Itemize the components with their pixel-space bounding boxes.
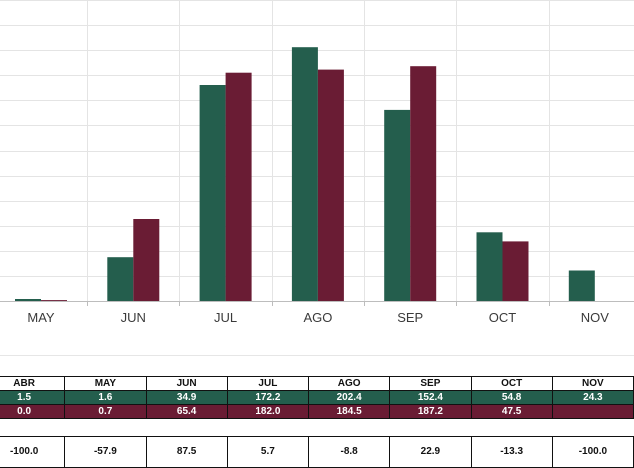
table-header-cell: JUL — [226, 376, 310, 391]
table-row-series-1: 1.5 1.6 34.9 172.2 202.4 152.4 54.8 24.3 — [0, 390, 634, 405]
table-header-cell: AGO — [307, 376, 391, 391]
table-cell: 1.6 — [64, 390, 147, 405]
table-cell: 47.5 — [470, 404, 553, 419]
table-cell: 0.0 — [0, 404, 66, 419]
bar-series-2 — [225, 72, 252, 301]
variation-cell: 5.7 — [226, 436, 310, 468]
x-tick-label: MAY — [27, 310, 55, 325]
bar-series-2 — [502, 241, 529, 301]
bar-series-1 — [568, 270, 595, 301]
table-header-cell: NOV — [551, 376, 634, 391]
bar-series-1 — [384, 109, 411, 302]
bar-series-1 — [476, 232, 503, 301]
variation-cell: -8.8 — [307, 436, 391, 468]
x-tick-label: OCT — [489, 310, 517, 325]
table-cell: 184.5 — [307, 404, 391, 419]
bar-series-1 — [291, 47, 318, 302]
variation-cell: -100.0 — [0, 436, 66, 468]
table-cell: 187.2 — [389, 404, 472, 419]
table-cell: 182.0 — [226, 404, 310, 419]
bar-series-1 — [107, 257, 134, 301]
table-cell: 1.5 — [0, 390, 66, 405]
bar-series-2 — [317, 69, 344, 301]
table-cell: 152.4 — [389, 390, 472, 405]
table-cell: 0.7 — [64, 404, 147, 419]
variation-cell: -57.9 — [64, 436, 147, 468]
bar-series-2 — [41, 300, 67, 301]
table-cell: 54.8 — [470, 390, 553, 405]
table-cell: 65.4 — [145, 404, 228, 419]
x-tick-label: AGO — [303, 310, 332, 325]
bar-series-2 — [133, 219, 160, 301]
variation-table: -100.0 -57.9 87.5 5.7 -8.8 22.9 -13.3 -1… — [0, 436, 634, 468]
table-header-cell: OCT — [470, 376, 553, 391]
table-header-row: ABR MAY JUN JUL AGO SEP OCT NOV — [0, 376, 634, 391]
x-tick-label: JUN — [121, 310, 146, 325]
table-cell: 34.9 — [145, 390, 228, 405]
x-tick-label: NOV — [581, 310, 610, 325]
bar-series-1 — [15, 299, 41, 301]
bar-series-1 — [199, 85, 226, 301]
bar-chart: MAY JUN JUL AGO SEP OCT NOV — [0, 0, 634, 325]
table-header-cell: MAY — [64, 376, 147, 391]
x-tick-label: JUL — [214, 310, 237, 325]
variation-cell: -13.3 — [470, 436, 553, 468]
divider — [0, 355, 634, 356]
variation-cell: 22.9 — [389, 436, 472, 468]
table-header-cell: SEP — [389, 376, 472, 391]
data-table: ABR MAY JUN JUL AGO SEP OCT NOV 1.5 1.6 … — [0, 376, 634, 419]
variation-row: -100.0 -57.9 87.5 5.7 -8.8 22.9 -13.3 -1… — [0, 436, 634, 468]
table-row-series-2: 0.0 0.7 65.4 182.0 184.5 187.2 47.5 — [0, 404, 634, 419]
table-header-cell: JUN — [145, 376, 228, 391]
variation-cell: 87.5 — [145, 436, 228, 468]
variation-cell: -100.0 — [551, 436, 634, 468]
chart-canvas: MAY JUN JUL AGO SEP OCT NOV — [0, 0, 634, 325]
table-cell: 202.4 — [307, 390, 391, 405]
bar-series-2 — [410, 66, 437, 301]
x-tick-label: SEP — [397, 310, 423, 325]
table-header-cell: ABR — [0, 376, 66, 391]
table-cell: 24.3 — [551, 390, 634, 405]
table-cell: 172.2 — [226, 390, 310, 405]
table-cell — [551, 404, 634, 419]
